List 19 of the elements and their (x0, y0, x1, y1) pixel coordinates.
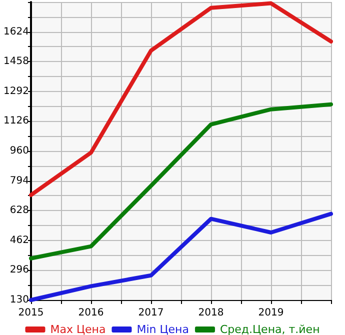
y-tick-label: 1624 (4, 26, 29, 38)
line-series (29, 102, 333, 260)
x-tick-label: 2016 (78, 308, 104, 318)
y-tick-label: 960 (10, 146, 29, 156)
legend-label: Сред.Цена, т.йен (220, 323, 320, 335)
legend-label: Min Цена (136, 323, 189, 335)
y-tick-label: 462 (10, 234, 29, 246)
y-tick-label: 1458 (4, 56, 29, 68)
y-tick-label: 794 (10, 175, 29, 186)
y-tick-label: 1292 (4, 86, 29, 97)
y-tick-label: 1126 (4, 116, 29, 127)
y-tick-label: 130 (10, 294, 29, 306)
x-tick-label: 2017 (138, 308, 164, 318)
y-tick-label: 296 (10, 264, 29, 276)
legend-label: Max Цена (50, 323, 106, 335)
y-tick-label: 628 (10, 205, 29, 216)
x-tick-label: 2015 (18, 308, 44, 318)
x-tick-label: 2019 (258, 308, 284, 318)
x-tick-label: 2018 (198, 308, 224, 318)
